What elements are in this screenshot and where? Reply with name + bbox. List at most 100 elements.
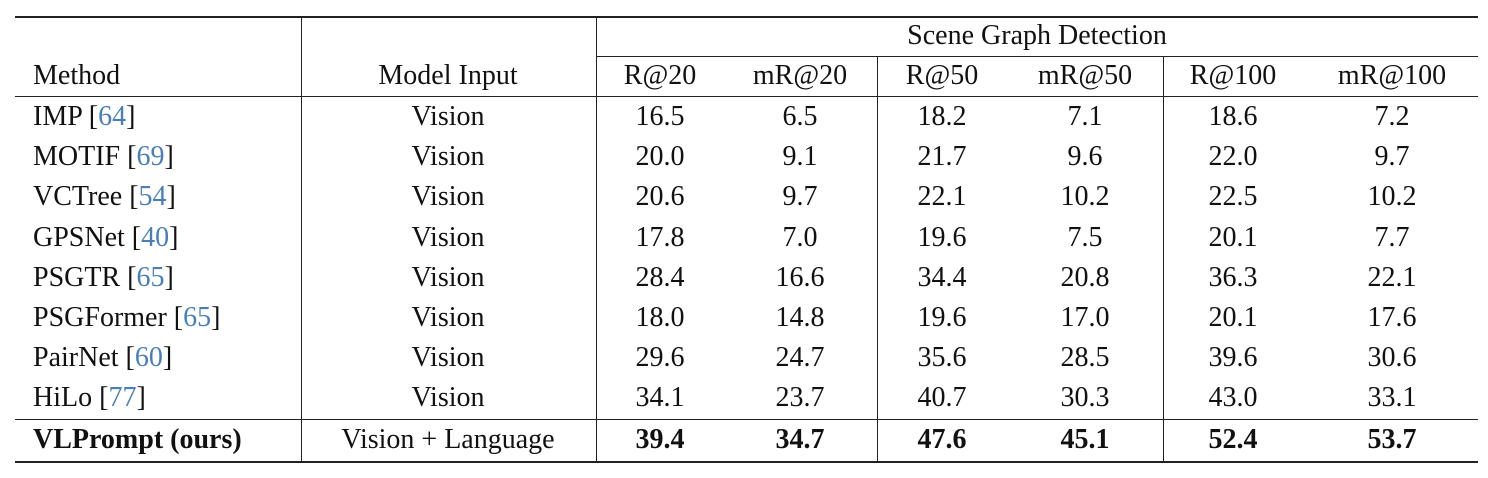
column-rule <box>596 16 597 462</box>
metric-value: 9.7 <box>1374 141 1410 173</box>
citation-number: 65 <box>183 302 212 333</box>
column-header: R@50 <box>905 60 979 91</box>
citation-number: 77 <box>108 382 137 414</box>
column-header: mR@50 <box>1037 60 1133 91</box>
metric-value: 28.4 <box>635 261 685 293</box>
metric-value: 36.3 <box>1208 261 1258 293</box>
metric-value: 22.1 <box>1367 261 1417 293</box>
metric-value: 9.6 <box>1067 141 1103 173</box>
metric-value: 14.8 <box>775 302 825 333</box>
metric-value: 20.1 <box>1208 221 1258 253</box>
metric-value: 6.5 <box>782 101 818 132</box>
metric-value: 22.5 <box>1208 181 1258 213</box>
citation-bracket: ] <box>164 141 174 173</box>
metric-value: 7.5 <box>1067 221 1103 253</box>
citation-bracket: ] <box>126 101 136 132</box>
model-input: Vision <box>411 261 485 293</box>
metric-value: 20.6 <box>635 181 685 213</box>
citation-number: 54 <box>138 181 167 213</box>
metric-value: 16.6 <box>775 261 825 293</box>
metric-value: 23.7 <box>775 382 825 414</box>
metric-value: 19.6 <box>917 221 967 253</box>
metric-value: 22.1 <box>917 181 967 213</box>
citation-number: 69 <box>136 141 165 173</box>
citation-bracket: ] <box>166 181 176 213</box>
model-input: Vision <box>411 342 485 374</box>
metric-value: 18.6 <box>1208 101 1258 132</box>
column-header: Method <box>33 60 121 91</box>
method-name: GPSNet <box>33 221 125 253</box>
method-name: VLPrompt (ours) <box>33 424 242 455</box>
metric-value: 35.6 <box>917 342 967 374</box>
header-rule <box>15 96 1478 97</box>
model-input: Vision <box>411 221 485 253</box>
method-cell: HiLo [77] <box>33 378 146 418</box>
metric-value: 18.2 <box>917 101 967 132</box>
metric-value: 52.4 <box>1208 424 1258 455</box>
ours-rule <box>15 419 1478 420</box>
column-rule <box>1163 56 1164 462</box>
method-cell: IMP [64] <box>33 97 135 137</box>
citation-bracket: ] <box>162 342 173 374</box>
group-rule <box>596 56 1478 57</box>
citation-bracket: [ <box>127 261 137 293</box>
citation-bracket: [ <box>99 382 109 414</box>
top-rule <box>15 16 1478 18</box>
group-header: Scene Graph Detection <box>907 20 1167 51</box>
citation-number: 40 <box>141 221 170 253</box>
citation-number: 64 <box>98 101 127 132</box>
column-header: mR@20 <box>752 60 848 91</box>
citation-bracket: [ <box>127 141 137 173</box>
method-name: PSGTR <box>33 261 121 293</box>
metric-value: 39.4 <box>635 424 685 455</box>
metric-value: 22.0 <box>1208 141 1258 173</box>
method-cell: PairNet [60] <box>33 338 172 378</box>
metric-value: 10.2 <box>1060 181 1110 213</box>
metric-value: 40.7 <box>917 382 967 414</box>
metric-value: 9.1 <box>782 141 818 173</box>
column-header: R@20 <box>623 60 697 91</box>
method-cell: PSGTR [65] <box>33 258 174 298</box>
citation-bracket: [ <box>125 342 135 374</box>
citation-bracket: [ <box>88 101 99 132</box>
citation-number: 60 <box>134 342 163 374</box>
model-input: Vision <box>411 382 485 414</box>
method-cell: VCTree [54] <box>33 177 176 217</box>
metric-value: 24.7 <box>775 342 825 374</box>
method-cell: GPSNet [40] <box>33 218 178 258</box>
metric-value: 21.7 <box>917 141 967 173</box>
metric-value: 29.6 <box>635 342 685 374</box>
metric-value: 7.7 <box>1374 221 1410 253</box>
metric-value: 7.1 <box>1067 101 1103 132</box>
metric-value: 9.7 <box>782 181 818 213</box>
metric-value: 34.1 <box>635 382 685 414</box>
metric-value: 19.6 <box>917 302 967 333</box>
method-name: HiLo <box>33 382 93 414</box>
citation-bracket: ] <box>169 221 179 253</box>
citation-bracket: [ <box>173 302 184 333</box>
method-name: PSGFormer <box>33 302 167 333</box>
model-input: Vision <box>411 302 485 333</box>
citation-number: 65 <box>136 261 165 293</box>
method-name: VCTree <box>33 181 123 213</box>
metric-value: 17.6 <box>1367 302 1417 333</box>
method-name: MOTIF <box>33 141 121 173</box>
column-header: Model Input <box>378 60 518 91</box>
metric-value: 20.8 <box>1060 261 1110 293</box>
metric-value: 10.2 <box>1367 181 1417 213</box>
model-input: Vision + Language <box>341 424 555 455</box>
bottom-rule <box>15 461 1478 463</box>
citation-bracket: ] <box>164 261 174 293</box>
metric-value: 34.7 <box>775 424 825 455</box>
model-input: Vision <box>411 141 485 173</box>
method-cell: VLPrompt (ours) <box>33 420 242 460</box>
column-header: mR@100 <box>1337 60 1447 91</box>
metric-value: 20.1 <box>1208 302 1258 333</box>
citation-bracket: ] <box>211 302 221 333</box>
metric-value: 17.0 <box>1060 302 1110 333</box>
citation-bracket: [ <box>131 221 142 253</box>
metric-value: 20.0 <box>635 141 685 173</box>
citation-bracket: [ <box>129 181 139 213</box>
column-header: R@100 <box>1189 60 1277 91</box>
